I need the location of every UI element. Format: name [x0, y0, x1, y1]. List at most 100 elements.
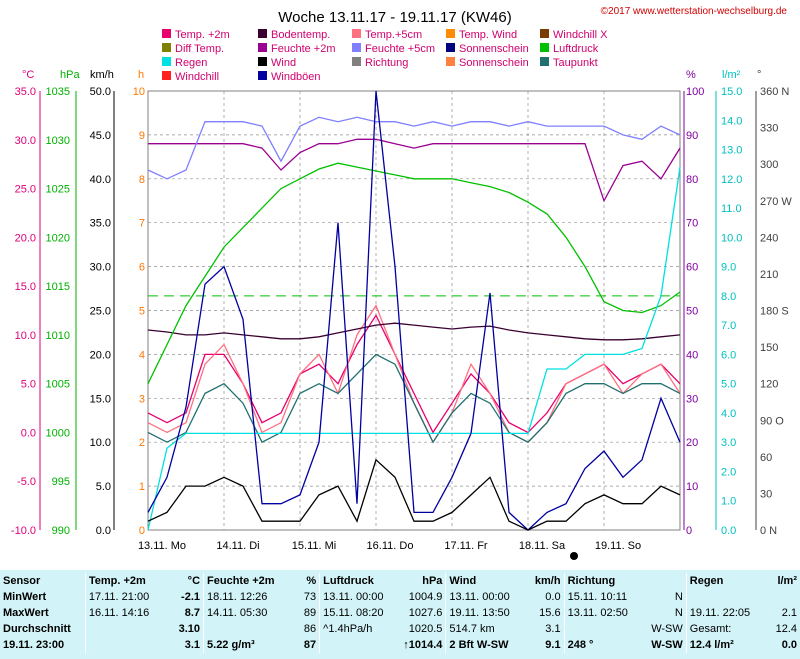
- stats-cell: W-SW: [651, 623, 683, 635]
- direction-tick-label: 300: [760, 159, 778, 171]
- humidity-tick-label: 50: [686, 306, 698, 318]
- day-label: 17.11. Fr: [444, 540, 488, 552]
- legend-swatch: [540, 43, 549, 52]
- legend-label: Luftdruck: [553, 43, 599, 55]
- legend-label: Sonnenschein: [459, 57, 529, 69]
- rain-tick-label: 10.0: [721, 232, 742, 244]
- legend-label: Temp. Wind: [459, 29, 517, 41]
- legend-label: Temp. +2m: [175, 29, 230, 41]
- legend-label: Regen: [175, 57, 207, 69]
- stats-cell: 13.11. 00:00: [319, 589, 395, 605]
- legend-swatch: [446, 57, 455, 66]
- series-taupunkt: [147, 353, 681, 444]
- plot-area: [147, 90, 681, 531]
- legend-swatch: [162, 57, 171, 66]
- legend-label: Bodentemp.: [271, 29, 330, 41]
- stats-cell: 89: [303, 607, 317, 619]
- wind-tick-label: 50.0: [90, 86, 111, 98]
- series-feuchte-2m: [148, 138, 681, 203]
- stats-cell: 13.11. 00:00: [445, 589, 518, 605]
- day-label: 16.11. Do: [367, 540, 414, 552]
- copyright: ©2017 www.wetterstation-wechselburg.de: [601, 6, 788, 17]
- direction-tick-label: 180 S: [760, 306, 789, 318]
- stats-cell: 19.11. 23:00: [3, 639, 65, 651]
- legend-swatch: [540, 57, 549, 66]
- stats-cell: 87: [303, 639, 317, 651]
- hours-tick-label: 6: [139, 262, 145, 274]
- rain-tick-label: 13.0: [721, 145, 742, 157]
- axis-unit-label: l/m²: [722, 69, 741, 81]
- moon-phase-icon: [570, 552, 578, 560]
- series-feuchte-5cm: [147, 116, 681, 180]
- series-lines: [147, 90, 681, 531]
- legend-swatch: [258, 29, 267, 38]
- stats-header-hum-unit: %: [306, 575, 317, 587]
- stats-cell: Gesamt:: [685, 621, 764, 637]
- hours-tick-label: 3: [139, 393, 145, 405]
- wind-tick-label: 25.0: [90, 306, 111, 318]
- direction-tick-label: 30: [760, 488, 772, 500]
- legend-label: Windböen: [271, 71, 321, 83]
- wind-tick-label: 35.0: [90, 218, 111, 230]
- hours-tick-label: 1: [139, 481, 145, 493]
- temp-tick-label: 0.0: [21, 427, 36, 439]
- legend-swatch: [540, 29, 549, 38]
- wind-tick-label: 45.0: [90, 130, 111, 142]
- axis-unit-label: °C: [22, 69, 34, 81]
- humidity-tick-label: 0: [686, 525, 692, 537]
- series-bodentemp-: [147, 322, 681, 341]
- stats-header-temp: Temp. +2m: [84, 573, 167, 589]
- stats-cell: 514.7 km: [445, 621, 518, 637]
- temp-tick-label: 35.0: [15, 86, 36, 98]
- direction-tick-label: 240: [760, 232, 778, 244]
- stats-cell: -2.1: [181, 591, 201, 603]
- stats-cell: ↑1014.4: [403, 639, 443, 651]
- legend-swatch: [446, 29, 455, 38]
- stats-header-press: Luftdruck: [319, 573, 395, 589]
- legend-swatch: [352, 43, 361, 52]
- stats-cell: 16.11. 14:16: [84, 605, 167, 621]
- day-label: 13.11. Mo: [138, 540, 186, 552]
- series-luftdruck: [147, 162, 681, 384]
- temp-tick-label: -5.0: [17, 476, 36, 488]
- rain-tick-label: 6.0: [721, 349, 736, 361]
- temp-tick-label: 5.0: [21, 379, 36, 391]
- axis-unit-label: h: [138, 69, 144, 81]
- stats-cell: 19.11. 13:50: [445, 605, 518, 621]
- stats-cell: MaxWert: [3, 607, 49, 619]
- stats-cell: 12.4: [775, 623, 797, 635]
- legend-swatch: [446, 43, 455, 52]
- rain-tick-label: 14.0: [721, 115, 742, 127]
- stats-cell: 5.22 g/m³: [203, 637, 291, 653]
- stats-cell: 86: [303, 623, 317, 635]
- day-label: 14.11. Di: [216, 540, 259, 552]
- series-wind: [147, 458, 681, 531]
- stats-header-wind-unit: km/h: [534, 575, 561, 587]
- pressure-tick-label: 995: [52, 476, 70, 488]
- direction-tick-label: 150: [760, 342, 778, 354]
- rain-tick-label: 0.0: [721, 525, 736, 537]
- stats-cell: 3.1: [184, 639, 201, 651]
- series-windb-en: [147, 90, 681, 531]
- hours-tick-label: 7: [139, 218, 145, 230]
- legend-swatch: [352, 57, 361, 66]
- rain-tick-label: 15.0: [721, 86, 742, 98]
- series-temp-5cm: [147, 304, 681, 444]
- stats-cell: 19.11. 22:05: [685, 605, 764, 621]
- pressure-tick-label: 1000: [46, 427, 70, 439]
- rain-tick-label: 7.0: [721, 320, 736, 332]
- legend-label: Sonnenschein: [459, 43, 529, 55]
- pressure-tick-label: 990: [52, 525, 70, 537]
- stats-header-dir-spacer: [635, 573, 686, 589]
- direction-tick-label: 360 N: [760, 86, 789, 98]
- stats-cell: 12.4 l/m²: [685, 637, 764, 653]
- stats-header-temp-unit: °C: [187, 575, 201, 587]
- statistics-panel: Sensor Temp. +2m °C Feuchte +2m % Luftdr…: [0, 570, 800, 659]
- rain-tick-label: 1.0: [721, 496, 736, 508]
- humidity-tick-label: 100: [686, 86, 704, 98]
- rain-tick-label: 3.0: [721, 437, 736, 449]
- rain-tick-label: 11.0: [721, 203, 742, 215]
- stats-body: MinWert 17.11. 21:00 -2.1 18.11. 12:26 73 13.…: [0, 589, 800, 653]
- stats-header-row: Sensor Temp. +2m °C Feuchte +2m % Luftdr…: [0, 573, 800, 589]
- pressure-tick-label: 1035: [46, 86, 70, 98]
